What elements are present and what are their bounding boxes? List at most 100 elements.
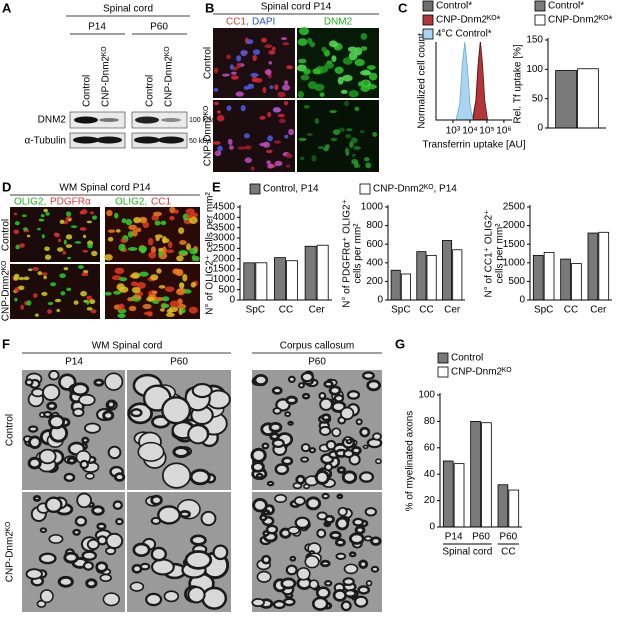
cell — [179, 240, 187, 245]
cell — [14, 297, 18, 302]
axon — [252, 498, 268, 513]
cell — [314, 118, 319, 124]
cell — [244, 145, 252, 150]
y-tick-label: 150 — [526, 35, 543, 46]
legend-swatch — [359, 183, 371, 195]
cell — [32, 267, 39, 271]
cell — [178, 227, 185, 235]
axon — [324, 580, 333, 587]
cell — [115, 229, 121, 233]
y-tick-label: 2000 — [503, 220, 526, 231]
axon — [355, 418, 363, 426]
cell — [107, 236, 114, 242]
cell — [267, 163, 274, 169]
cell — [188, 306, 198, 314]
cell — [47, 309, 52, 314]
y-tick-label: 0 — [519, 295, 525, 306]
axon — [63, 472, 76, 483]
cell — [155, 296, 164, 302]
axon — [294, 516, 311, 529]
micrograph — [213, 100, 295, 172]
legend-label: CNP-Dnm2ᴷᴼ — [451, 367, 511, 378]
cell — [90, 309, 97, 314]
cell — [340, 89, 348, 94]
axon — [311, 596, 329, 611]
bar — [543, 251, 555, 301]
cell — [63, 239, 67, 245]
axon — [96, 522, 107, 531]
cell — [37, 271, 43, 276]
legend-label: Control* — [436, 1, 472, 12]
cell — [22, 227, 28, 231]
cell — [86, 307, 93, 311]
y-tick-label: 3000 — [213, 233, 236, 244]
axon — [137, 441, 165, 462]
cell — [353, 146, 361, 150]
cell — [22, 214, 27, 218]
axon — [39, 589, 54, 604]
cell — [87, 243, 93, 249]
x-tick-label: SpC — [246, 305, 265, 316]
channel-label: CC1, — [226, 17, 249, 28]
x-tick-label: 10⁶ — [496, 126, 511, 137]
cell — [47, 301, 54, 306]
cell — [272, 46, 276, 51]
panel-letter: D — [2, 179, 11, 194]
band — [158, 136, 184, 144]
cell — [162, 236, 167, 244]
cell — [37, 227, 41, 231]
cell — [169, 300, 180, 308]
cell — [161, 246, 167, 254]
cell — [136, 227, 142, 232]
cell — [56, 308, 60, 313]
cell — [44, 246, 50, 252]
cell — [347, 46, 358, 53]
axon — [359, 426, 371, 438]
cell — [240, 105, 246, 112]
y-tick-label: 200 — [366, 276, 383, 287]
cell — [160, 308, 165, 312]
panel-letter: G — [395, 336, 405, 351]
axon — [85, 578, 98, 589]
axon — [358, 471, 375, 483]
axon — [325, 439, 337, 451]
bar — [587, 232, 599, 301]
axon — [340, 600, 352, 612]
axon — [261, 442, 270, 450]
cell — [119, 286, 129, 293]
channel-label: DAPI — [252, 17, 275, 28]
cell — [235, 91, 244, 97]
cell — [360, 46, 368, 51]
axon — [329, 530, 342, 540]
axis — [239, 205, 332, 301]
tissue-label: Spinal cord — [103, 4, 153, 15]
panel-letter: E — [212, 179, 221, 194]
legend-swatch — [437, 352, 449, 364]
axon — [266, 480, 275, 487]
x-tick-label: P60 — [499, 532, 517, 543]
axon — [187, 424, 209, 445]
cell — [32, 293, 38, 298]
cell — [59, 273, 66, 279]
protein-label: DNM2 — [38, 115, 67, 126]
cell — [368, 72, 378, 81]
row-label: Control — [1, 219, 12, 251]
cell — [267, 135, 273, 142]
cell — [226, 54, 232, 60]
cell — [319, 65, 329, 73]
cell — [86, 295, 93, 301]
axon — [336, 493, 344, 500]
cell — [360, 32, 368, 40]
cell — [250, 72, 259, 78]
axon — [95, 561, 109, 573]
axon — [190, 534, 207, 546]
cell — [165, 312, 175, 318]
axon — [102, 592, 120, 607]
axon — [151, 558, 175, 576]
cell — [111, 275, 122, 281]
bar — [286, 260, 298, 301]
axon — [298, 382, 305, 389]
y-tick-label: 1000 — [213, 274, 236, 285]
cell — [360, 85, 370, 92]
axon — [132, 542, 151, 558]
